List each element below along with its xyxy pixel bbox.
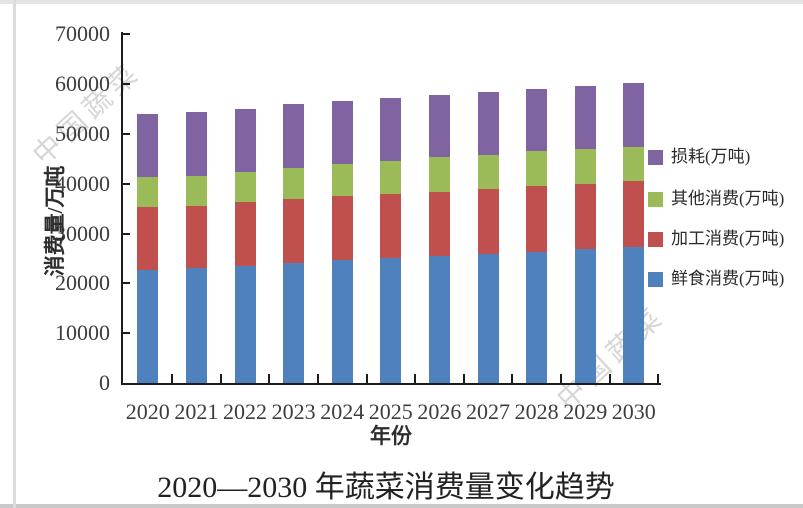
bar-segment-2029	[574, 249, 596, 383]
bar-segment-2027	[477, 188, 499, 254]
y-axis-title: 消费量/万吨	[43, 165, 67, 277]
y-axis-tick-label: 40000	[55, 170, 110, 196]
bar-segment-2023	[283, 198, 305, 264]
page-edge-top	[0, 0, 803, 4]
bar-segment-2020	[137, 177, 159, 208]
bar-segment-2028	[526, 88, 548, 152]
bar-segment-2022	[234, 172, 256, 203]
y-axis-tick-label: 50000	[55, 121, 110, 146]
bar-segment-2021	[185, 205, 207, 269]
bar-segment-2026	[428, 157, 450, 192]
legend-swatch-icon	[648, 272, 663, 287]
y-axis-tick-label: 10000	[55, 320, 110, 346]
y-axis-line	[121, 32, 123, 385]
bar-segment-2030	[623, 146, 645, 182]
bar-segment-2025	[380, 193, 402, 258]
bar-segment-2027	[477, 91, 499, 156]
bar-segment-2021	[185, 175, 207, 206]
x-axis-title: 年份	[370, 424, 412, 448]
y-axis-tick-label: 0	[99, 370, 110, 395]
bar-segment-2029	[574, 85, 596, 150]
bar-segment-2024	[331, 259, 353, 383]
y-axis-tick	[123, 133, 130, 135]
x-axis-tick-label: 2029	[563, 399, 608, 424]
legend-swatch-icon	[648, 232, 663, 247]
bar-segment-2026	[428, 94, 450, 158]
legend-label: 鲜食消费(万吨)	[671, 269, 785, 288]
bar-segment-2024	[331, 163, 353, 196]
bar-segment-2026	[428, 191, 450, 256]
y-axis-tick	[123, 182, 130, 185]
x-axis-line	[121, 383, 661, 385]
y-axis-tick-label: 30000	[55, 220, 110, 246]
x-axis-tick	[559, 374, 562, 383]
bar-segment-2024	[331, 195, 353, 260]
bar-segment-2030	[623, 82, 645, 147]
x-axis-tick-label: 2024	[320, 399, 365, 424]
bar-segment-2030	[623, 181, 645, 247]
y-axis-tick	[123, 33, 130, 36]
bar-segment-2025	[380, 97, 402, 161]
bar-segment-2022	[234, 266, 256, 383]
bar-segment-2025	[380, 258, 402, 383]
bar-segment-2023	[283, 168, 305, 199]
x-axis-tick	[268, 374, 271, 383]
page-edge-bottom	[0, 504, 803, 508]
x-axis-tick-label: 2023	[271, 399, 316, 424]
bar-segment-2026	[428, 256, 450, 383]
x-axis-tick	[462, 374, 465, 383]
bar-segment-2027	[477, 155, 499, 189]
x-axis-tick-label: 2030	[611, 399, 656, 424]
bar-segment-2023	[283, 263, 305, 383]
y-axis-tick	[123, 83, 130, 86]
bar-segment-2023	[283, 104, 305, 169]
y-axis-tick-label: 20000	[55, 270, 110, 296]
x-axis-tick	[316, 374, 319, 383]
bar-segment-2020	[137, 207, 159, 270]
bar-segment-2020	[137, 269, 159, 383]
x-axis-tick	[365, 374, 368, 383]
x-axis-tick	[657, 374, 660, 383]
bar-segment-2028	[526, 185, 548, 252]
legend-swatch-icon	[648, 150, 663, 165]
bar-segment-2022	[234, 108, 256, 173]
legend-swatch-icon	[648, 192, 663, 207]
x-axis-tick	[511, 374, 514, 383]
y-axis-tick-label: 70000	[55, 21, 110, 47]
bar-segment-2025	[380, 160, 402, 194]
bar-segment-2027	[477, 254, 499, 383]
bar-segment-2028	[526, 251, 548, 383]
x-axis-tick-label: 2028	[514, 399, 559, 424]
x-axis-tick	[608, 374, 611, 383]
bar-segment-2024	[331, 100, 353, 164]
bar-segment-2021	[185, 112, 207, 176]
bar-segment-2020	[137, 113, 159, 178]
x-axis-tick-label: 2027	[466, 399, 510, 424]
bar-segment-2022	[234, 202, 256, 267]
bar-segment-2021	[185, 268, 207, 383]
y-axis-tick	[123, 332, 130, 335]
y-axis-tick	[123, 282, 130, 285]
x-axis-tick	[171, 374, 174, 383]
y-axis-tick	[123, 232, 130, 235]
x-axis-tick-label: 2026	[417, 399, 462, 424]
legend-label: 加工消费(万吨)	[671, 229, 785, 248]
x-axis-tick-label: 2025	[368, 399, 413, 424]
chart-title: 2020—2030 年蔬菜消费量变化趋势	[157, 471, 615, 504]
legend-label: 其他消费(万吨)	[671, 189, 785, 208]
bar-segment-2030	[623, 246, 645, 383]
x-axis-tick-label: 2020	[125, 399, 170, 424]
x-axis-tick	[414, 374, 417, 383]
x-axis-tick	[219, 374, 222, 383]
bar-segment-2028	[526, 151, 548, 186]
x-axis-tick-label: 2022	[223, 399, 267, 424]
bar-segment-2029	[574, 183, 596, 250]
page-edge-left	[13, 0, 16, 508]
legend-label: 损耗(万吨)	[671, 147, 751, 166]
x-axis-tick-label: 2021	[174, 399, 219, 424]
y-axis-tick-label: 60000	[55, 71, 110, 97]
bar-segment-2029	[574, 149, 596, 184]
